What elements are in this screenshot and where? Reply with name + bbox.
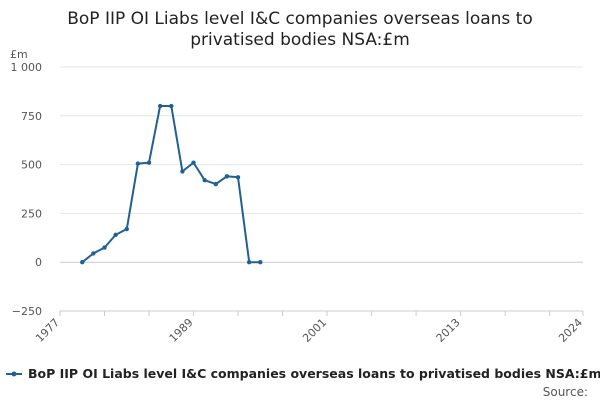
- data-point: [113, 232, 118, 238]
- data-point: [224, 174, 230, 179]
- y-axis-tick-labels: −250 0 250 500 750 1 000: [11, 61, 43, 318]
- data-point: [80, 260, 85, 265]
- y-tick-label: −250: [12, 305, 42, 318]
- x-tick-label: 1977: [33, 316, 62, 345]
- data-point: [124, 226, 129, 232]
- data-point: [157, 103, 163, 109]
- data-point: [246, 260, 252, 265]
- gridlines: [60, 66, 583, 312]
- x-axis-ticks: 1977 1989 2001 2013 2024: [33, 310, 585, 345]
- chart-title-line-1: BoP IIP OI Liabs level I&C companies ove…: [67, 9, 533, 29]
- data-point: [91, 251, 96, 256]
- y-tick-label: 1 000: [11, 61, 43, 74]
- data-point: [191, 160, 196, 165]
- y-tick-label: 500: [21, 159, 42, 172]
- series-line: [81, 105, 261, 264]
- y-axis-unit-label: £m: [10, 48, 28, 61]
- data-point: [102, 245, 107, 250]
- series-layer: [80, 103, 263, 265]
- data-point: [169, 103, 174, 109]
- source-label: Source:: [543, 385, 588, 399]
- data-point: [202, 178, 207, 183]
- x-tick-label: 2024: [556, 316, 585, 345]
- y-tick-label: 0: [35, 256, 42, 269]
- data-point: [213, 181, 218, 187]
- x-tick-label: 2001: [300, 316, 329, 345]
- y-tick-label: 250: [21, 207, 42, 220]
- data-point: [258, 260, 263, 265]
- y-tick-label: 750: [21, 110, 42, 123]
- data-point: [235, 175, 241, 180]
- data-point: [146, 160, 152, 165]
- legend: BoP IIP OI Liabs level I&C companies ove…: [6, 366, 600, 381]
- chart-title-line-2: privatised bodies NSA:£m: [190, 30, 410, 50]
- legend-entry-label: BoP IIP OI Liabs level I&C companies ove…: [28, 366, 600, 381]
- x-tick-label: 2013: [434, 316, 463, 345]
- data-point: [180, 169, 185, 174]
- x-tick-label: 1989: [167, 316, 196, 345]
- legend-swatch-marker: [11, 371, 17, 377]
- data-point: [135, 161, 141, 166]
